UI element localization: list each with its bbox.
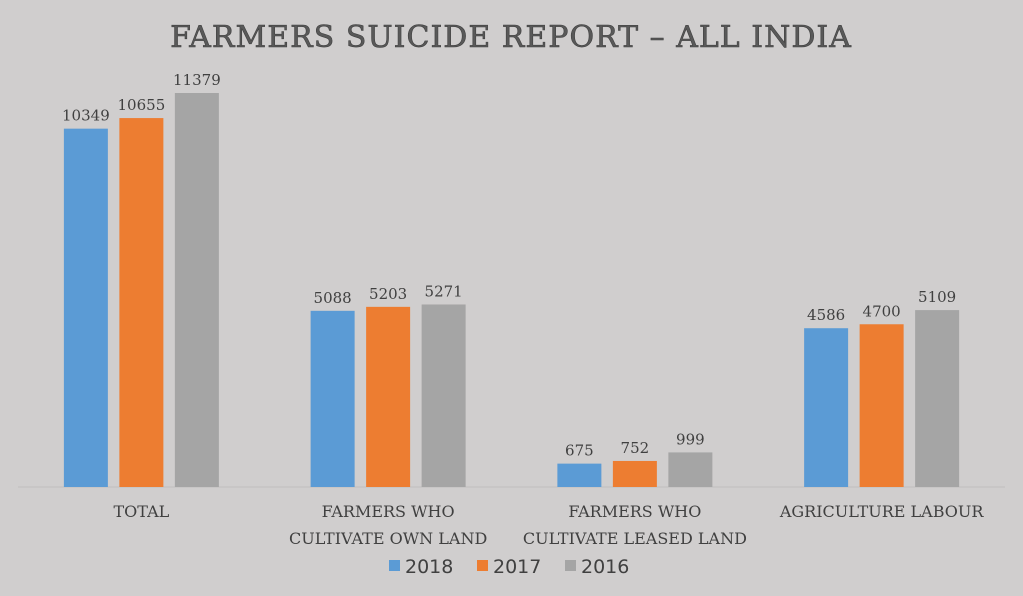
category-label: FARMERS WHO <box>322 502 455 521</box>
legend-label: 2018 <box>405 556 453 578</box>
bar-2018 <box>63 128 108 487</box>
bar-2017 <box>366 306 411 487</box>
bar-2018 <box>310 310 355 487</box>
data-label: 4586 <box>807 306 845 324</box>
bar-2016 <box>174 93 219 487</box>
category-label: TOTAL <box>113 502 169 521</box>
bars-layer <box>63 93 960 487</box>
category-label: AGRICULTURE LABOUR <box>779 502 985 521</box>
data-label: 5088 <box>314 289 352 307</box>
bar-2017 <box>859 324 904 487</box>
category-labels-layer: TOTAL FARMERS WHO CULTIVATE OWN LAND FARMER… <box>113 502 984 548</box>
bar-2016 <box>421 304 466 487</box>
bar-2018 <box>557 463 602 487</box>
legend-swatch <box>477 560 488 571</box>
bar-2016 <box>668 452 713 487</box>
chart-title: FARMERS SUICIDE REPORT – ALL INDIA <box>170 20 852 55</box>
data-label: 675 <box>565 442 594 460</box>
bar-2017 <box>119 118 164 487</box>
category-label: FARMERS WHO <box>568 502 701 521</box>
legend-swatch <box>389 560 400 571</box>
legend-label: 2017 <box>493 556 541 578</box>
data-label: 5109 <box>918 288 956 306</box>
data-label: 999 <box>676 430 705 448</box>
data-label: 752 <box>621 439 650 457</box>
bar-2018 <box>804 328 849 487</box>
data-label: 11379 <box>173 71 221 89</box>
legend-swatch <box>565 560 576 571</box>
legend-label: 2016 <box>581 556 629 578</box>
data-label: 10655 <box>118 96 166 114</box>
category-label: CULTIVATE LEASED LAND <box>523 529 747 548</box>
category-label: CULTIVATE OWN LAND <box>289 529 487 548</box>
legend: 2018 2017 2016 <box>389 556 629 578</box>
data-label: 5271 <box>425 282 463 300</box>
data-label: 4700 <box>863 302 901 320</box>
bar-2017 <box>612 460 657 487</box>
data-label: 5203 <box>369 285 407 303</box>
bar-2016 <box>915 310 960 487</box>
data-labels-layer: 10349 10655 11379 5088 5203 5271 675 752 999 4586… <box>62 71 956 460</box>
data-label: 10349 <box>62 107 110 125</box>
